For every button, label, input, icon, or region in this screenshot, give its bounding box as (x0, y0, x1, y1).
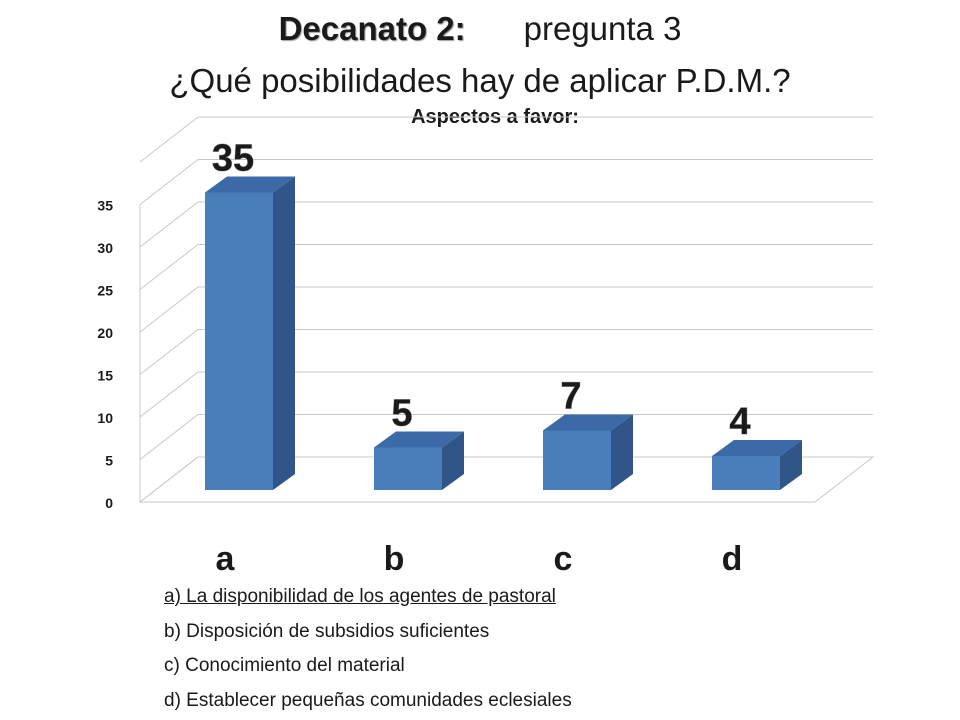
data-label-b: 5 (391, 393, 412, 435)
gridline (139, 201, 873, 248)
legend-item-c: c) Conocimiento del material (164, 655, 405, 676)
title-decanato: Decanato 2: (278, 10, 466, 47)
gridline (139, 371, 873, 418)
legend-item-a: a) La disponibilidad de los agentes de p… (164, 586, 556, 607)
gridline (139, 329, 873, 375)
bar-b (374, 431, 464, 490)
data-label-d: 4 (729, 401, 750, 443)
x-tick-label-a: a (216, 540, 236, 578)
question-text: ¿Qué posibilidades hay de aplicar P.D.M.… (169, 62, 791, 99)
x-tick-label-c: c (554, 540, 573, 578)
gridline (139, 116, 873, 163)
y-tick-label: 25 (97, 283, 113, 299)
gridline (139, 414, 873, 460)
data-label-a: 35 (212, 138, 254, 180)
y-tick-label: 15 (97, 368, 113, 384)
y-tick-label: 5 (105, 453, 113, 469)
legend: a) La disponibilidad de los agentes de p… (164, 580, 572, 718)
gridline (139, 159, 873, 205)
bar-c (543, 414, 633, 490)
data-label-c: 7 (560, 376, 581, 418)
title-question-number: pregunta 3 (523, 10, 682, 47)
y-tick-label: 30 (97, 240, 113, 256)
x-tick-label-d: d (722, 540, 743, 578)
legend-item-b: b) Disposición de subsidios suficientes (164, 620, 490, 642)
gridline (139, 286, 873, 333)
y-tick-label: 0 (105, 495, 113, 511)
y-tick-label: 20 (97, 325, 113, 341)
bar-a (205, 176, 295, 490)
y-tick-label: 35 (97, 198, 113, 214)
x-tick-label-b: b (384, 540, 405, 578)
slide-title: Decanato 2: pregunta 3 (0, 10, 960, 48)
y-tick-label: 10 (97, 410, 113, 426)
legend-item-d: d) Establecer pequeñas comunidades ecles… (164, 689, 572, 711)
bar-d (712, 440, 802, 490)
gridline (139, 456, 873, 503)
gridline (139, 244, 873, 290)
